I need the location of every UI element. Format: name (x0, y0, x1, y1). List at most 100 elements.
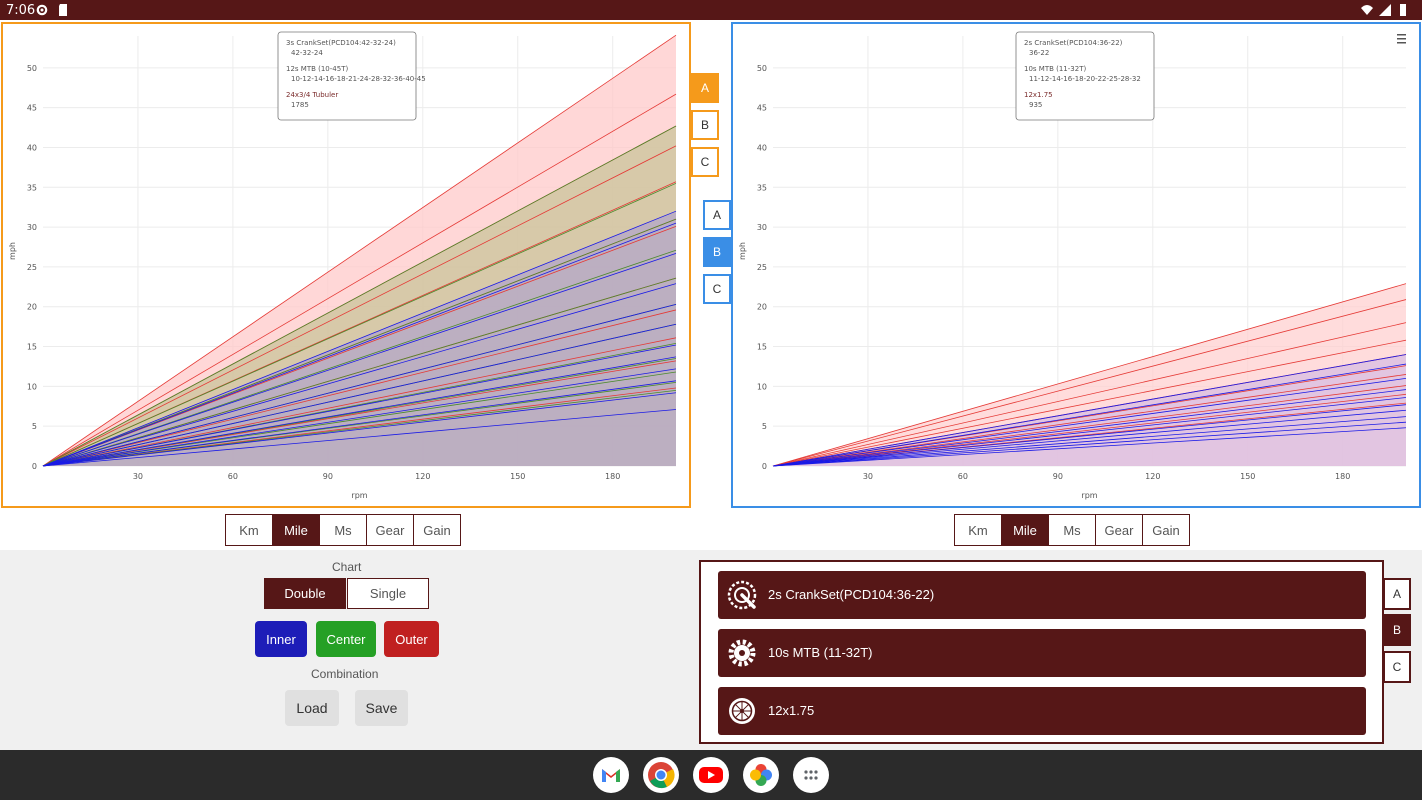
single-chart-button[interactable]: Single (347, 578, 429, 609)
save-button[interactable]: Save (355, 690, 408, 726)
right-chart-option-b[interactable]: B (703, 237, 731, 267)
hamburger-icon[interactable] (1397, 34, 1406, 44)
crankset-label: 2s CrankSet(PCD104:36-22) (768, 587, 935, 602)
app-launcher-icon[interactable] (793, 757, 829, 793)
y-tick-label: 30 (757, 223, 767, 232)
left-unit-selector: Km Mile Ms Gear Gain (225, 514, 461, 546)
double-chart-button[interactable]: Double (264, 578, 346, 609)
inner-button[interactable]: Inner (255, 621, 307, 657)
y-tick-label: 50 (27, 64, 37, 73)
legend-value: 10-12-14-16-18-21-24-28-32-36-40-45 (291, 75, 426, 83)
gear-line (772, 299, 1407, 467)
youtube-icon[interactable] (693, 757, 729, 793)
center-button[interactable]: Center (316, 621, 376, 657)
y-tick-label: 25 (27, 263, 37, 272)
gear-line (772, 363, 1407, 467)
y-axis-label: mph (8, 242, 17, 260)
left-unit-gear-button[interactable]: Gear (366, 514, 414, 546)
gear-line (772, 283, 1407, 467)
x-tick-label: 90 (1053, 472, 1063, 481)
chrome-icon[interactable] (643, 757, 679, 793)
gear-line (772, 397, 1407, 467)
gear-line (42, 309, 677, 467)
gear-line (42, 277, 677, 467)
right-chart-option-a[interactable]: A (703, 200, 731, 230)
signal-icon (1379, 4, 1391, 16)
gear-line (42, 145, 677, 467)
wheel-label: 12x1.75 (768, 703, 815, 718)
gear-line (42, 34, 677, 467)
crankset-item[interactable]: 2s CrankSet(PCD104:36-22) (718, 571, 1366, 619)
gear-line (42, 182, 677, 467)
left-unit-gain-button[interactable]: Gain (413, 514, 461, 546)
right-unit-ms-button[interactable]: Ms (1048, 514, 1096, 546)
gmail-icon[interactable] (593, 757, 629, 793)
left-chart-option-a[interactable]: A (691, 73, 719, 103)
left-chart-option-b[interactable]: B (691, 110, 719, 140)
chart-label: Chart (332, 560, 362, 574)
gear-line (42, 409, 677, 467)
chart-legend: 2s CrankSet(PCD104:36-22) 36-22 10s MTB (1… (1015, 31, 1155, 121)
y-tick-label: 0 (32, 462, 37, 471)
y-tick-label: 40 (757, 143, 767, 152)
x-tick-label: 150 (510, 472, 525, 481)
wheel-item[interactable]: 12x1.75 (718, 687, 1366, 735)
right-unit-mile-button[interactable]: Mile (1001, 514, 1049, 546)
right-speed-chart[interactable]: 0 5 10 15 20 25 30 35 40 45 50 30 60 90 120 150 180 mph rp… (731, 22, 1421, 508)
outer-button[interactable]: Outer (384, 621, 439, 657)
legend-value: 42-32-24 (291, 49, 323, 57)
load-button[interactable]: Load (285, 690, 339, 726)
gear-line (772, 322, 1407, 467)
y-tick-label: 10 (757, 382, 767, 391)
right-chart-option-c[interactable]: C (703, 274, 731, 304)
gear-line (772, 389, 1407, 467)
gear-line (772, 409, 1407, 467)
left-speed-chart[interactable]: 0 5 10 15 20 25 30 35 40 45 50 30 60 90 120 150 180 mph rp… (1, 22, 691, 508)
y-tick-label: 20 (27, 303, 37, 312)
gear-line (42, 249, 677, 467)
gear-line (42, 218, 677, 467)
component-option-b[interactable]: B (1383, 614, 1411, 646)
gear-line (42, 371, 677, 467)
photos-icon[interactable] (743, 757, 779, 793)
y-axis-label: mph (738, 242, 747, 260)
y-tick-label: 45 (27, 104, 37, 113)
gear-line (42, 344, 677, 467)
component-option-a[interactable]: A (1383, 578, 1411, 610)
wheel-icon (729, 698, 755, 724)
right-unit-selector: Km Mile Ms Gear Gain (954, 514, 1190, 546)
left-chart-option-c[interactable]: C (691, 147, 719, 177)
left-unit-mile-button[interactable]: Mile (272, 514, 320, 546)
left-chart-svg: 0 5 10 15 20 25 30 35 40 45 50 30 60 90 120 150 180 mph rp… (8, 31, 677, 500)
right-unit-gear-button[interactable]: Gear (1095, 514, 1143, 546)
y-tick-label: 20 (757, 303, 767, 312)
left-unit-km-button[interactable]: Km (225, 514, 273, 546)
left-unit-ms-button[interactable]: Ms (319, 514, 367, 546)
gear-line (42, 323, 677, 467)
cassette-item[interactable]: 10s MTB (11-32T) (718, 629, 1366, 677)
right-unit-km-button[interactable]: Km (954, 514, 1002, 546)
y-tick-label: 40 (27, 143, 37, 152)
gear-line (772, 339, 1407, 467)
right-unit-gain-button[interactable]: Gain (1142, 514, 1190, 546)
component-option-c[interactable]: C (1383, 651, 1411, 683)
x-tick-label: 90 (323, 472, 333, 481)
y-tick-label: 5 (762, 422, 767, 431)
y-tick-label: 5 (32, 422, 37, 431)
gear-line (772, 378, 1407, 467)
chart-legend: 3s CrankSet(PCD104:42-32-24) 42-32-24 12s … (277, 31, 426, 121)
x-axis-label: rpm (1081, 491, 1097, 500)
gear-line (772, 374, 1407, 467)
cog-icon (728, 639, 756, 667)
y-tick-label: 15 (27, 343, 37, 352)
gear-line (42, 356, 677, 467)
crankset-icon (727, 580, 757, 610)
cassette-label: 10s MTB (11-32T) (768, 645, 873, 660)
y-tick-label: 45 (757, 104, 767, 113)
y-tick-label: 35 (27, 183, 37, 192)
legend-value: 935 (1029, 101, 1042, 109)
legend-title: 10s MTB (11-32T) (1024, 65, 1086, 73)
x-tick-label: 60 (958, 472, 968, 481)
y-tick-label: 10 (27, 382, 37, 391)
gear-line (42, 368, 677, 467)
